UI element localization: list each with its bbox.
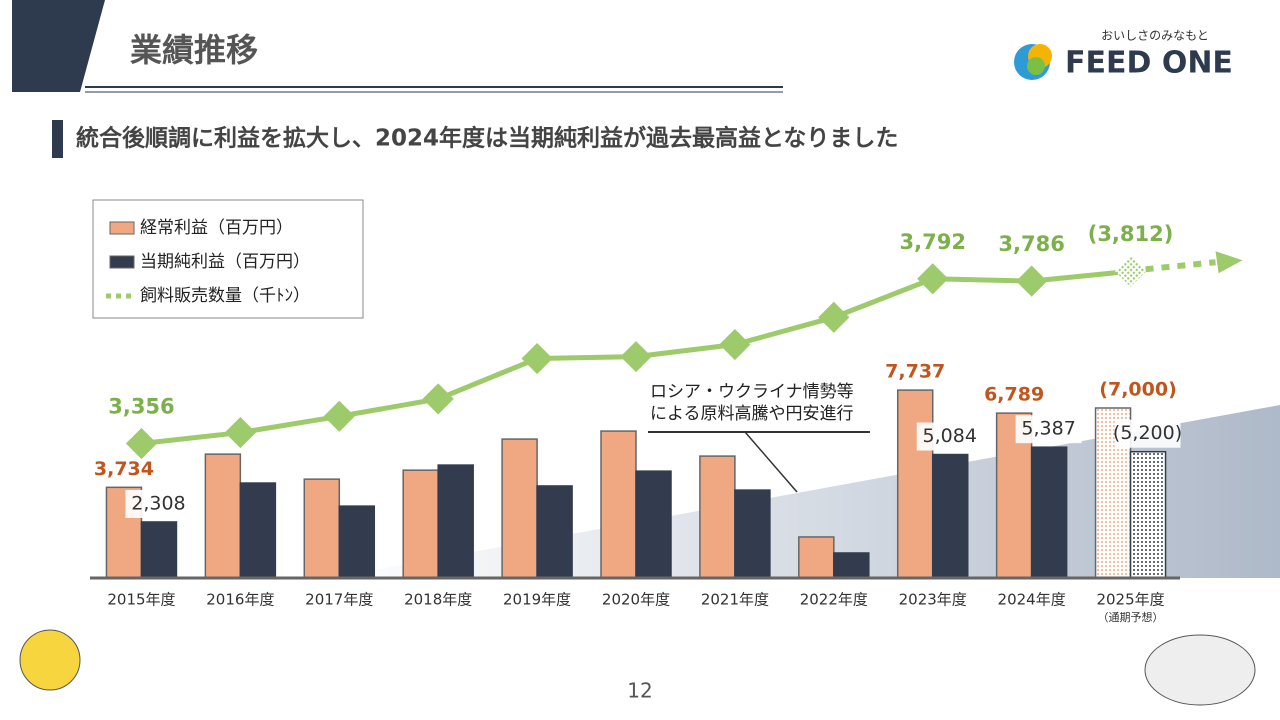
x-tick-label: 2019年度 <box>503 591 571 609</box>
legend-box <box>92 199 364 319</box>
marker <box>323 400 355 432</box>
bar <box>1030 446 1068 579</box>
x-tick-label: 2023年度 <box>899 591 967 609</box>
forecast-arrowhead <box>1215 251 1243 274</box>
marker <box>917 263 949 295</box>
bar <box>239 482 277 579</box>
bar <box>338 505 376 579</box>
value-label-bg <box>1015 415 1082 444</box>
value-label: 7,737 <box>885 361 945 383</box>
subtitle: 統合後順調に利益を拡大し、2024年度は当期純利益が過去最高益となりました <box>76 125 898 152</box>
page-number: 12 <box>627 679 652 703</box>
x-tick-label: 2021年度 <box>701 591 769 609</box>
value-label: 3,734 <box>94 458 154 480</box>
value-label-bg <box>125 489 192 518</box>
bar <box>896 389 934 579</box>
marker <box>620 341 652 373</box>
logo-mark <box>1027 57 1045 75</box>
bar <box>635 470 672 579</box>
annotation-leader <box>744 431 798 493</box>
x-tick-label: 2017年度 <box>305 591 373 609</box>
value-label: 5,387 <box>1021 418 1075 440</box>
marker <box>1016 265 1048 297</box>
bar <box>204 453 242 579</box>
legend-swatch <box>109 255 135 269</box>
marker <box>224 416 256 449</box>
x-tick-label: 2024年度 <box>998 591 1066 609</box>
mascot <box>1144 634 1256 706</box>
value-label-bg <box>916 422 983 451</box>
bar <box>140 521 178 579</box>
value-label: 5,084 <box>923 425 977 447</box>
bar <box>699 455 736 579</box>
bar <box>931 453 969 579</box>
legend-label: 飼料販売数量（千ﾄﾝ） <box>140 286 310 306</box>
bar <box>402 469 439 579</box>
x-tick-label: 2022年度 <box>800 591 868 609</box>
bar <box>501 438 538 579</box>
value-label-bg <box>1114 419 1181 448</box>
annotation: による原料高騰や円安進行 <box>650 404 854 424</box>
bar <box>437 464 474 579</box>
logo-name: FEED ONE <box>1065 46 1233 81</box>
x-tick-label: 2020年度 <box>602 591 670 609</box>
marker <box>719 328 751 361</box>
subtitle-bar <box>52 120 63 158</box>
bar <box>798 536 835 579</box>
bar <box>833 552 870 579</box>
value-label: 2,308 <box>131 492 185 514</box>
value-label: 3,792 <box>900 230 966 254</box>
marker <box>818 301 850 333</box>
value-label: 3,786 <box>998 232 1064 256</box>
legend-swatch <box>109 221 135 235</box>
value-label: (7,000) <box>1099 379 1176 401</box>
marker <box>521 342 553 375</box>
header-band <box>12 0 105 92</box>
x-tick-label: 2025年度 <box>1096 591 1164 609</box>
bar <box>1129 450 1167 579</box>
legend-label: 当期純利益（百万円） <box>140 252 310 272</box>
annotation: ロシア・ウクライナ情勢等 <box>650 382 854 402</box>
legend-label: 経常利益（百万円） <box>140 218 293 238</box>
forecast-note: （通期予想） <box>1098 610 1164 624</box>
bar <box>600 430 637 579</box>
x-tick-label: 2016年度 <box>206 591 274 609</box>
page-title: 業績推移 <box>130 31 258 69</box>
mascot <box>19 629 81 691</box>
marker <box>125 427 158 460</box>
marker <box>1114 255 1147 287</box>
value-label: (5,200) <box>1113 422 1182 444</box>
value-label: 6,789 <box>984 384 1044 406</box>
bar <box>536 485 573 579</box>
value-label: 3,356 <box>108 395 174 419</box>
marker <box>422 383 454 415</box>
value-label: (3,812) <box>1088 222 1174 246</box>
bar <box>734 489 771 579</box>
forecast-arrow <box>1145 259 1216 273</box>
logo-tagline: おいしさのみなもと <box>1101 29 1209 43</box>
x-tick-label: 2015年度 <box>107 591 175 609</box>
x-tick-label: 2018年度 <box>404 591 472 609</box>
bar <box>303 478 341 579</box>
